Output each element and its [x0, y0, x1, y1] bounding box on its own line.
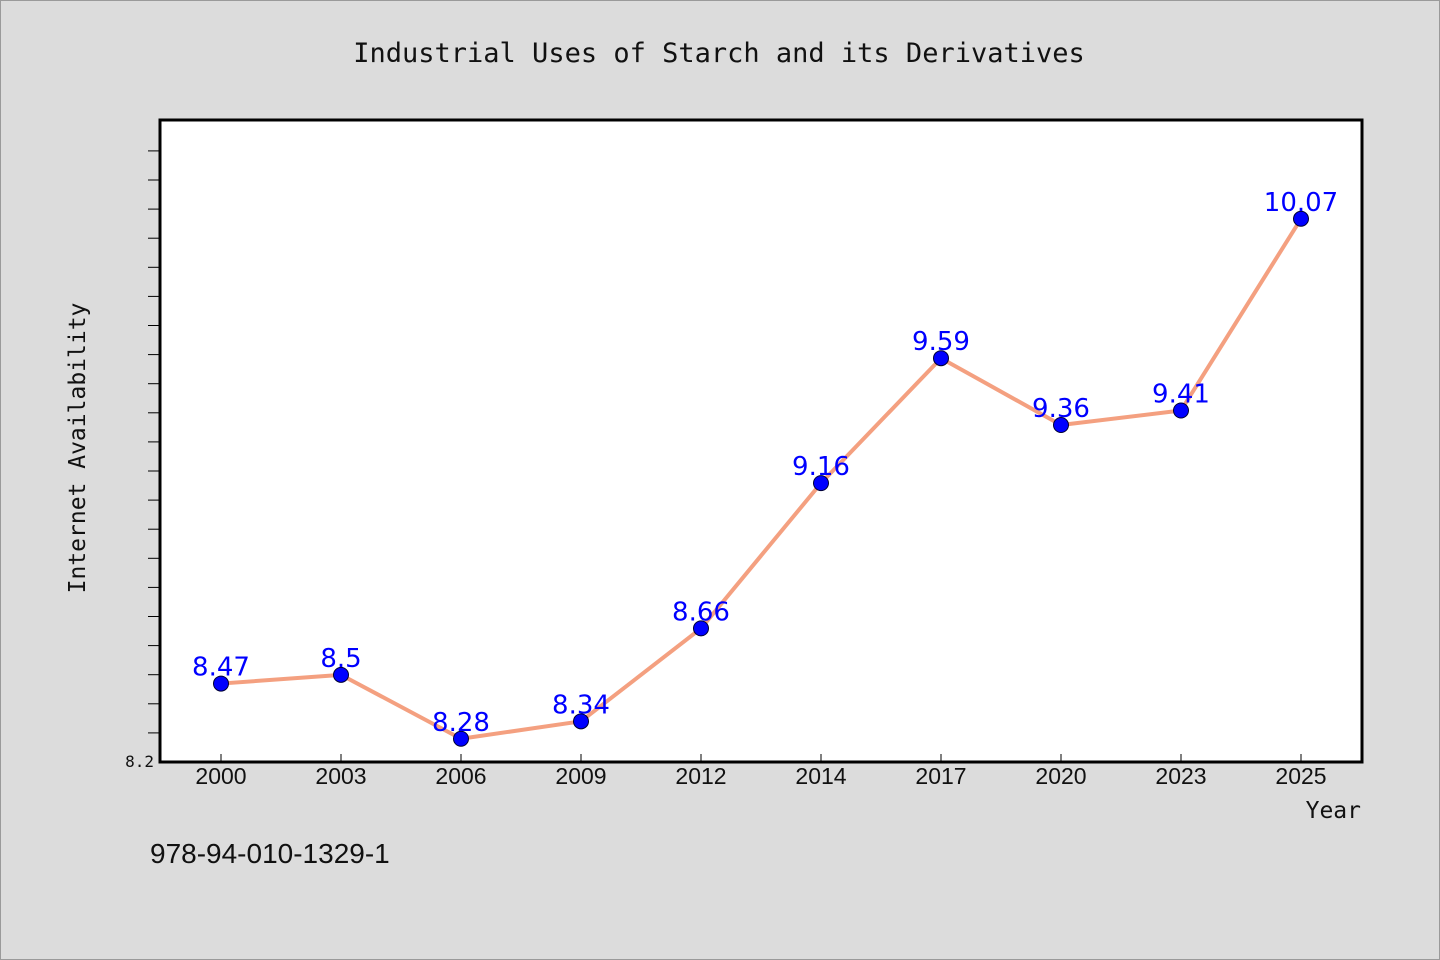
data-label: 9.59	[912, 327, 970, 357]
data-label: 8.66	[672, 597, 730, 627]
data-label: 9.16	[792, 452, 850, 482]
data-point	[693, 620, 709, 637]
data-point	[1173, 402, 1189, 419]
x-tick-label: 2009	[555, 763, 606, 789]
x-tick-label: 2006	[435, 763, 486, 789]
data-label: 8.5	[320, 644, 361, 674]
data-point	[933, 350, 949, 367]
x-axis-label: Year	[1306, 798, 1361, 824]
data-label: 8.34	[552, 690, 610, 720]
x-tick-label: 2020	[1035, 763, 1086, 789]
data-point	[573, 713, 589, 730]
data-point	[453, 730, 469, 747]
y-axis-label: Internet Availability	[65, 303, 91, 594]
x-tick-label: 2014	[795, 763, 846, 789]
chart-title: Industrial Uses of Starch and its Deriva…	[353, 38, 1085, 69]
data-label: 10.07	[1264, 188, 1338, 218]
y-axis-ticks	[148, 150, 160, 734]
x-tick-label: 2025	[1275, 763, 1326, 789]
x-tick-label: 2012	[675, 763, 726, 789]
series-group: 8.47 8.5 8.28 8.34 8.66 9.16 9.59 9.36 9.41 10.07	[192, 188, 1338, 747]
data-label: 9.36	[1032, 394, 1090, 424]
data-point	[1293, 210, 1309, 227]
x-tick-label: 2023	[1155, 763, 1206, 789]
data-point	[813, 475, 829, 492]
x-tick-label: 2000	[195, 763, 246, 789]
x-axis-ticks: 2000 2003 2006 2009 2012 2014 2017 2020 2023 2025	[195, 754, 1327, 789]
data-label: 8.47	[192, 653, 250, 683]
series-line	[219, 216, 1303, 741]
isbn-text: 978-94-010-1329-1	[150, 838, 390, 869]
data-point	[213, 675, 229, 692]
data-point	[333, 666, 349, 683]
data-point	[1053, 417, 1069, 434]
x-tick-label: 2003	[315, 763, 366, 789]
data-label: 9.41	[1152, 379, 1210, 409]
y-tick-label-min: 8.2	[125, 752, 154, 771]
plot-area	[158, 118, 1364, 764]
data-label: 8.28	[432, 708, 490, 738]
x-tick-label: 2017	[915, 763, 966, 789]
